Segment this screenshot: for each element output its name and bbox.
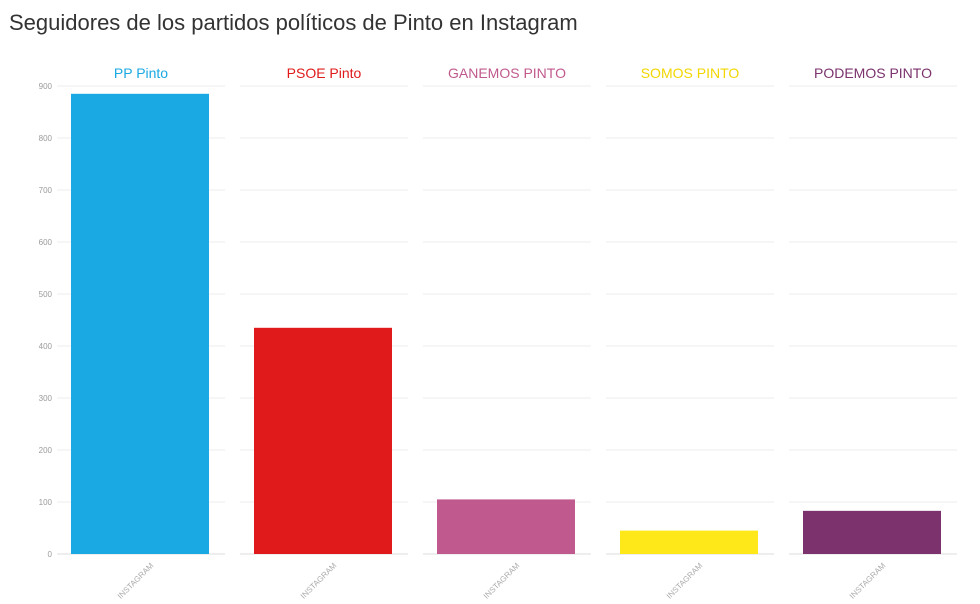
y-axis-ticks: 0 100 200 300 400 500 600 700 800 900 bbox=[39, 82, 53, 559]
y-tick-label: 100 bbox=[39, 498, 53, 507]
y-tick-label: 700 bbox=[39, 186, 53, 195]
x-tick-label: INSTAGRAM bbox=[665, 561, 705, 601]
y-tick-label: 300 bbox=[39, 394, 53, 403]
panel-title: PP Pinto bbox=[114, 65, 168, 81]
bar bbox=[620, 530, 758, 554]
panel-0: PP Pinto INSTAGRAM bbox=[71, 65, 209, 601]
panel-title: GANEMOS PINTO bbox=[448, 65, 566, 81]
panel-1: PSOE Pinto INSTAGRAM bbox=[254, 65, 392, 601]
y-tick-label: 0 bbox=[48, 550, 53, 559]
chart-title: Seguidores de los partidos políticos de … bbox=[9, 10, 578, 35]
panel-2: GANEMOS PINTO INSTAGRAM bbox=[437, 65, 575, 601]
panel-title: SOMOS PINTO bbox=[641, 65, 740, 81]
x-tick-label: INSTAGRAM bbox=[482, 561, 522, 601]
y-tick-label: 800 bbox=[39, 134, 53, 143]
panel-title: PODEMOS PINTO bbox=[814, 65, 932, 81]
panel-4: PODEMOS PINTO INSTAGRAM bbox=[803, 65, 941, 601]
bar bbox=[437, 499, 575, 554]
y-tick-label: 400 bbox=[39, 342, 53, 351]
x-tick-label: INSTAGRAM bbox=[116, 561, 156, 601]
y-tick-label: 500 bbox=[39, 290, 53, 299]
panel-3: SOMOS PINTO INSTAGRAM bbox=[620, 65, 758, 601]
panel-title: PSOE Pinto bbox=[287, 65, 362, 81]
bar bbox=[71, 93, 209, 555]
x-tick-label: INSTAGRAM bbox=[299, 561, 339, 601]
y-tick-label: 200 bbox=[39, 446, 53, 455]
y-tick-label: 600 bbox=[39, 238, 53, 247]
x-tick-label: INSTAGRAM bbox=[848, 561, 888, 601]
y-tick-label: 900 bbox=[39, 82, 53, 91]
bar bbox=[803, 510, 941, 554]
bar bbox=[254, 327, 392, 554]
